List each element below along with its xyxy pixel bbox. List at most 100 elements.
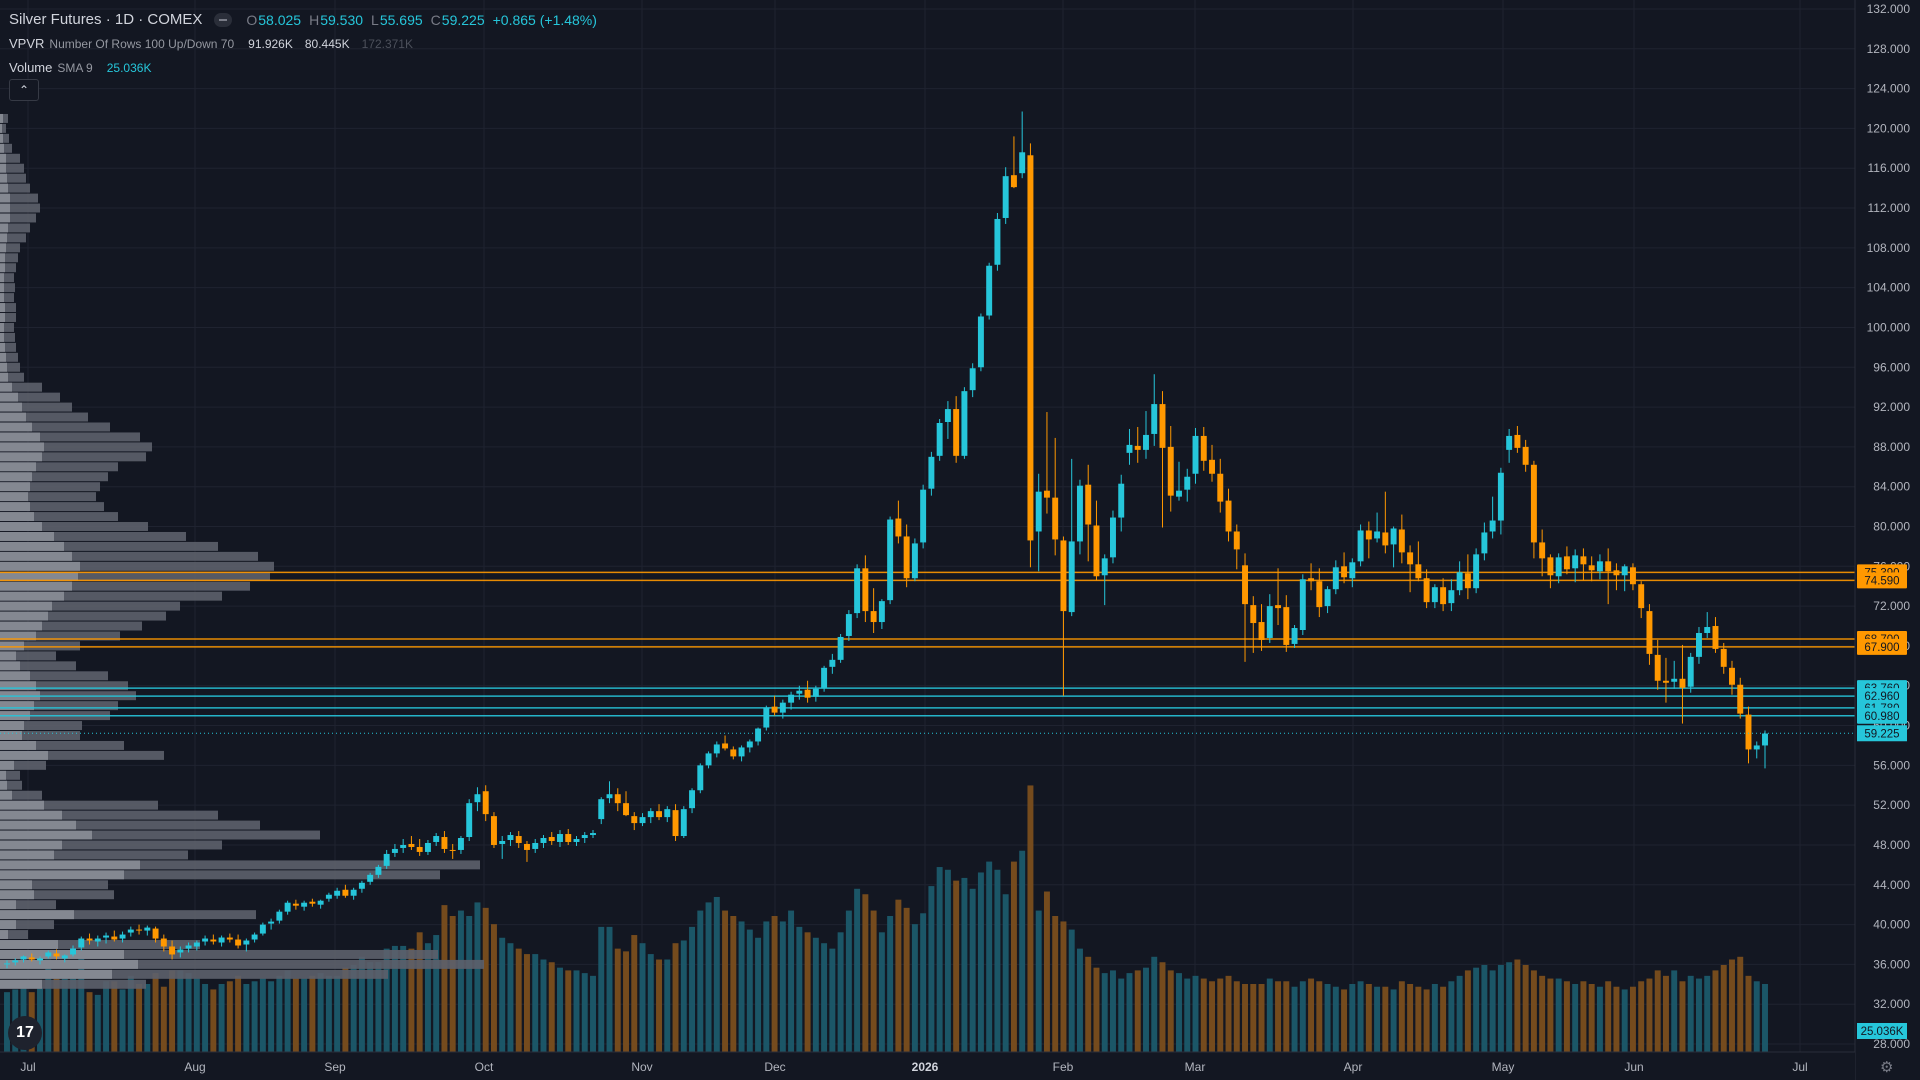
candle-body (1497, 472, 1504, 521)
candle-body (689, 790, 696, 809)
vpvr-row-total (0, 870, 440, 880)
vpvr-row-total (0, 641, 80, 651)
volume-bar (895, 899, 902, 1052)
volume-bar (1151, 956, 1158, 1052)
volume-name[interactable]: Volume (9, 60, 53, 75)
price-tick-label: 100.000 (1867, 320, 1911, 334)
volume-bar (1225, 975, 1232, 1052)
candle-body (1539, 542, 1546, 559)
volume-bar (391, 945, 398, 1052)
candle-body (251, 934, 258, 940)
candle-body (1126, 444, 1133, 453)
vpvr-row-up (0, 949, 124, 959)
vpvr-row-total (0, 462, 118, 472)
volume-bar (1696, 978, 1702, 1052)
candles[interactable] (4, 111, 1768, 969)
candle-body (920, 489, 927, 543)
volume-bar (243, 984, 250, 1052)
vpvr-row-total (0, 830, 320, 840)
volume-bar (1390, 989, 1397, 1052)
candle-body (1580, 556, 1587, 565)
candle-body (590, 833, 596, 836)
date-tick-label: Dec (764, 1060, 785, 1074)
volume-bar (482, 907, 489, 1052)
volume-bar (1539, 975, 1546, 1052)
volume-bar (1118, 978, 1125, 1052)
vpvr-row-up (0, 860, 140, 870)
collapse-legend-button[interactable]: ⌃ (9, 79, 39, 101)
volume-bar (400, 945, 407, 1052)
candle-body (1118, 483, 1125, 518)
volume-bar (1720, 964, 1727, 1052)
vpvr-row-total (0, 940, 200, 949)
candle-body (1085, 484, 1092, 525)
candle-body (1456, 572, 1463, 591)
vpvr-row-up (0, 621, 42, 631)
volume-bar (656, 959, 662, 1052)
vpvr-row-up (0, 432, 40, 442)
volume-bar (878, 932, 885, 1052)
ohlc-open-value: 58.025 (258, 12, 302, 28)
candle-body (1679, 678, 1686, 688)
candle-body (70, 948, 76, 955)
date-tick-labels: Jul Aug Sep Oct Nov Dec 2026 Feb Mar Apr May Jun Jul (20, 1060, 1807, 1074)
candle-body (1250, 605, 1257, 624)
price-tick-label: 124.000 (1867, 82, 1911, 96)
volume-bar (416, 932, 423, 1052)
vpvr-row-up (0, 113, 3, 123)
volume-bar (1258, 984, 1265, 1052)
candle-body (1043, 490, 1050, 498)
candle-body (1514, 434, 1521, 448)
candle-body (441, 837, 448, 849)
vpvr-row-total (0, 850, 188, 860)
vpvr-row[interactable]: VPVR Number Of Rows 100 Up/Down 70 91.92… (9, 32, 597, 56)
candle-body (1143, 434, 1149, 450)
volume-bar (1341, 989, 1348, 1052)
candle-body (581, 835, 588, 839)
tradingview-logo[interactable]: 17 (8, 1016, 42, 1050)
vpvr-row-total (0, 581, 250, 591)
candle-body (507, 835, 514, 840)
candle-body (1662, 680, 1669, 683)
vpvr-row-up (0, 721, 24, 731)
volume-bar (226, 981, 233, 1052)
candle-body (1357, 530, 1364, 562)
chart-legend: Silver Futures · 1D · COMEX O 58.025 H 59.… (9, 8, 597, 80)
candle-body (639, 817, 646, 824)
volume-bar (730, 916, 737, 1052)
volume-bar (771, 916, 778, 1052)
candle-body (845, 614, 852, 636)
vpvr-row-up (0, 502, 30, 512)
volume-bar (1729, 959, 1735, 1052)
candle-body (474, 794, 481, 803)
volume-bar (1184, 978, 1191, 1052)
candle-body (1324, 589, 1331, 607)
vpvr-row-up (0, 681, 36, 691)
candle-body (812, 688, 819, 697)
gear-icon[interactable]: ⚙ (1880, 1059, 1894, 1076)
volume-last-tag: 25.036K (1861, 1026, 1904, 1038)
symbol-title[interactable]: Silver Futures · 1D · COMEX (9, 11, 203, 28)
vpvr-name[interactable]: VPVR (9, 36, 45, 51)
volume-bar (689, 926, 696, 1052)
vpvr-row-total (0, 223, 30, 233)
candle-body (903, 536, 910, 579)
volume-bar (804, 932, 811, 1052)
visibility-toggle-icon[interactable] (214, 13, 233, 27)
price-tick-label: 84.000 (1873, 480, 1910, 494)
candle-body (210, 939, 217, 942)
vpvr-row-up (0, 701, 34, 711)
volume-bar (1192, 975, 1199, 1052)
candle-body (788, 694, 795, 703)
candle-body (738, 747, 745, 757)
candle-body (367, 874, 374, 882)
vpvr-row-up (0, 760, 14, 770)
volume-bar (284, 970, 291, 1052)
candle-body (1151, 404, 1158, 434)
vpvr-row-total (0, 372, 24, 382)
volume-row[interactable]: Volume SMA 9 25.036K (9, 56, 597, 80)
vpvr-row-total (0, 362, 20, 372)
vpvr-row-total (0, 880, 108, 890)
candle-body (490, 816, 497, 845)
